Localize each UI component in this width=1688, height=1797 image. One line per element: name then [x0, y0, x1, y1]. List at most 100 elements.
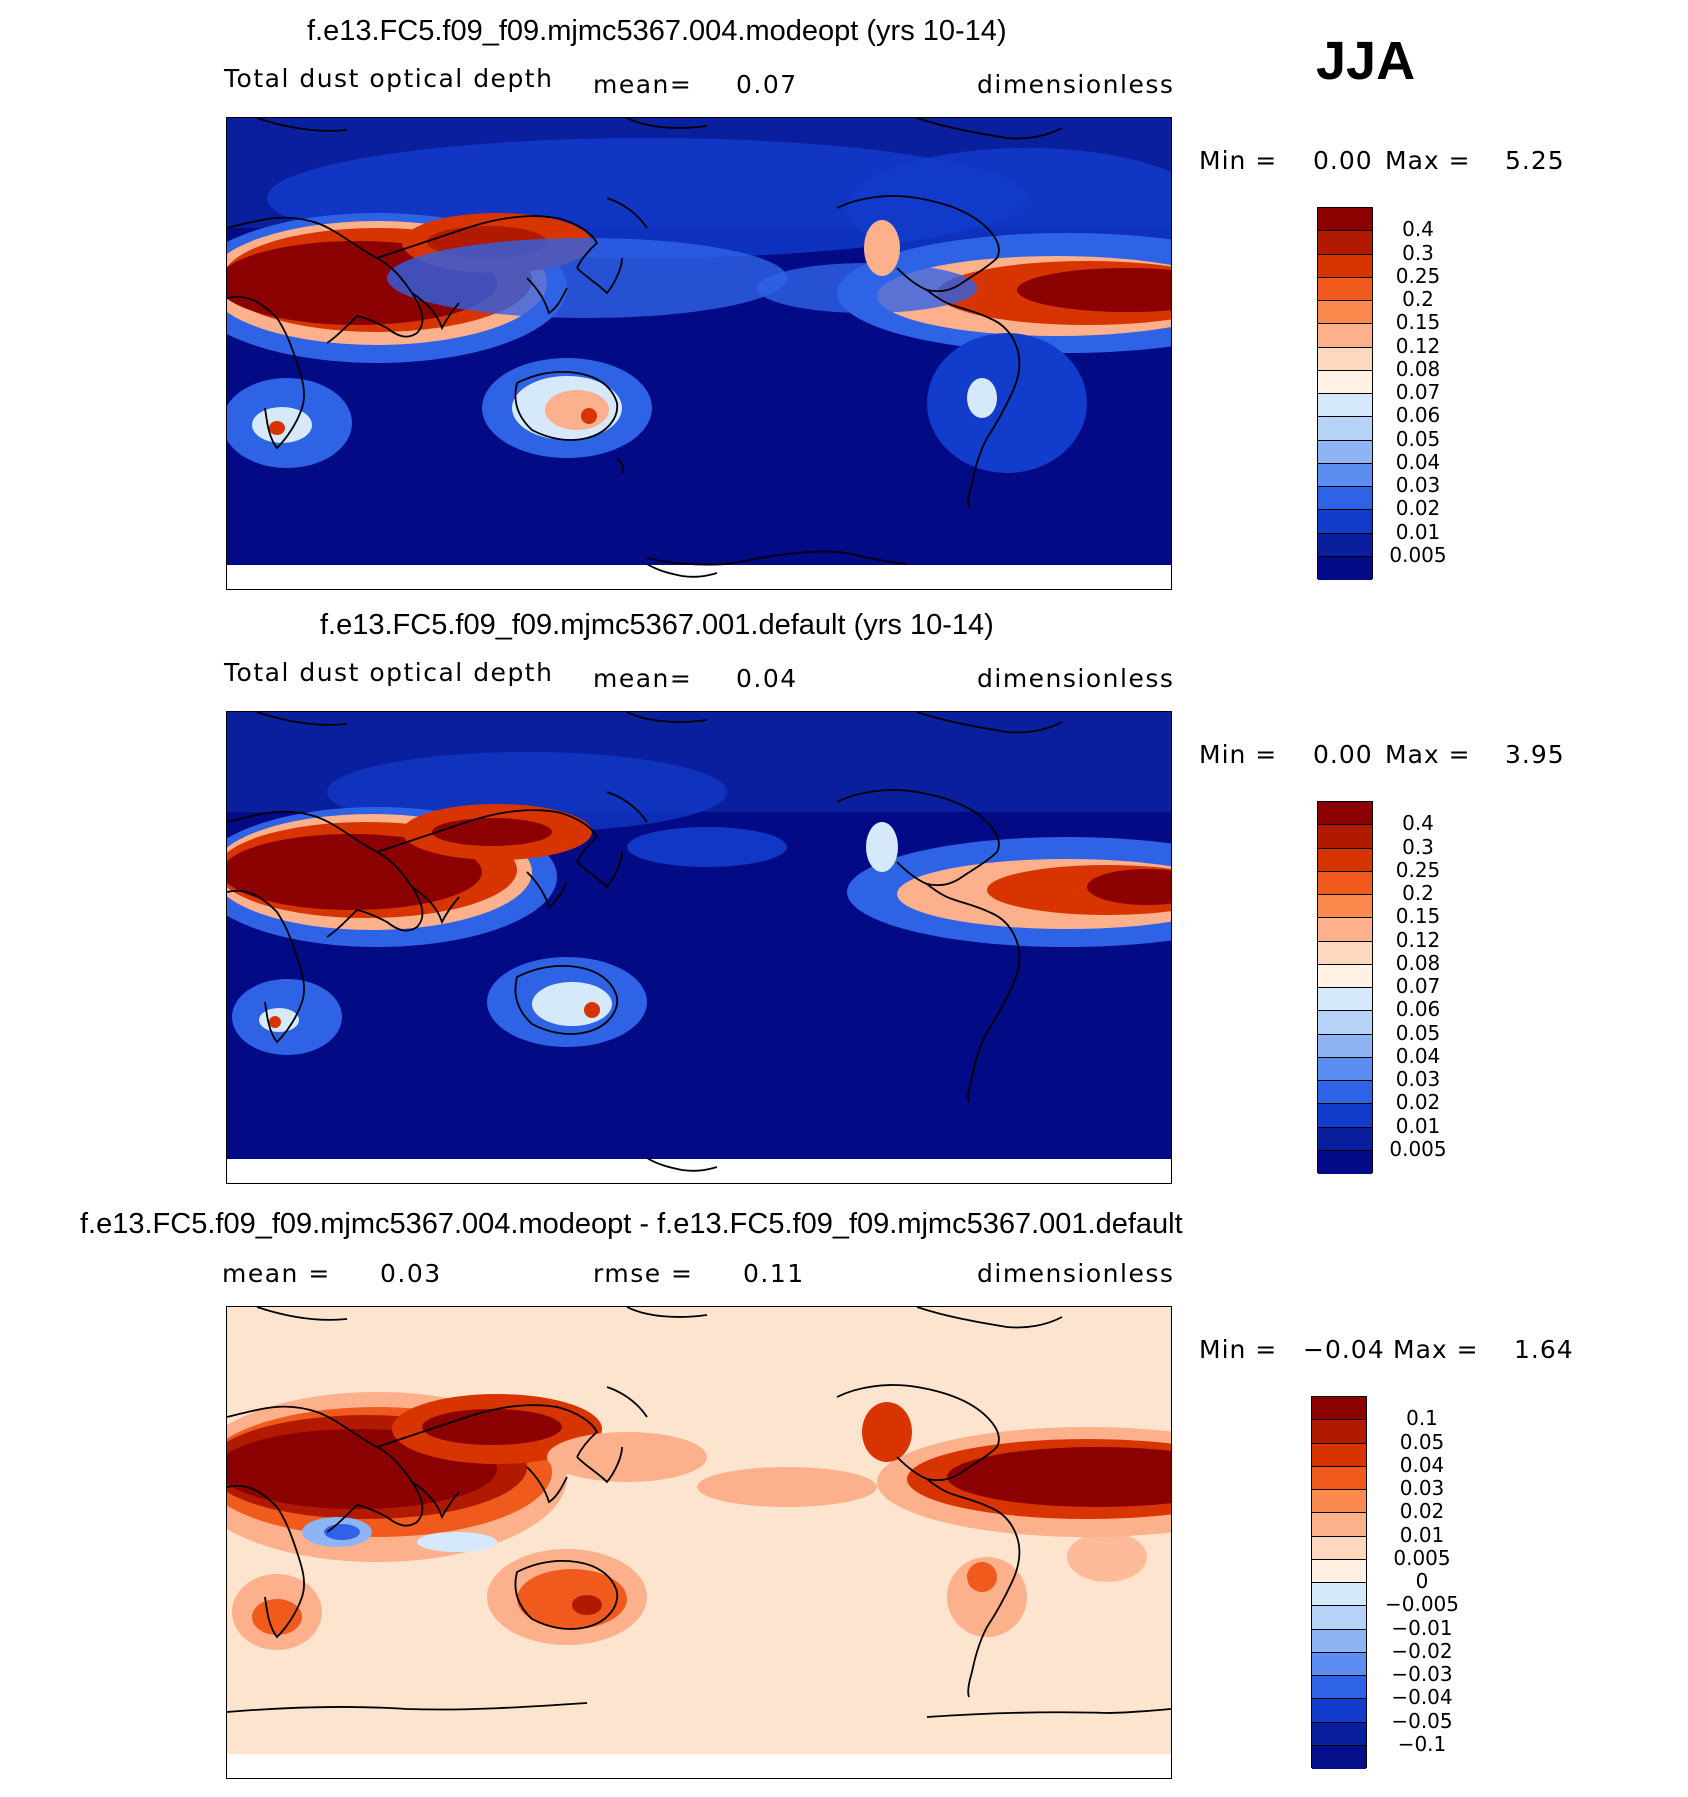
colorbar-tick-label: −0.01 [1391, 1615, 1453, 1640]
panel2-max-label: Max = [1385, 740, 1471, 769]
colorbar-swatch [1318, 802, 1372, 826]
colorbar-tick-label: 0.08 [1395, 356, 1441, 381]
colorbar-tick-label: 0.03 [1399, 1476, 1445, 1500]
colorbar-tick-label: 0.02 [1395, 1090, 1441, 1115]
colorbar-tick-label: −0.04 [1391, 1685, 1453, 1710]
colorbar-swatch [1318, 1034, 1372, 1058]
colorbar-swatch [1312, 1722, 1366, 1746]
colorbar-swatch [1318, 208, 1372, 232]
panel2-title: f.e13.FC5.f09_f09.mjmc5367.001.default (… [320, 609, 994, 641]
colorbar-swatch [1318, 918, 1372, 942]
colorbar-tick-label: −0.1 [1397, 1731, 1447, 1756]
colorbar-swatch [1318, 370, 1372, 394]
colorbar-swatch [1312, 1490, 1366, 1514]
colorbar-swatch [1312, 1583, 1366, 1607]
colorbar-swatch [1318, 417, 1372, 441]
colorbar-tick-label: 0.05 [1395, 426, 1441, 451]
panel3-map [226, 1306, 1172, 1779]
colorbar-swatch [1318, 487, 1372, 511]
colorbar-swatch [1318, 1011, 1372, 1035]
colorbar-swatch [1312, 1606, 1366, 1630]
colorbar-swatch [1312, 1629, 1366, 1653]
panel3-min-label: Min = [1199, 1335, 1278, 1364]
panel1-mean-value: 0.07 [736, 70, 798, 99]
colorbar-tick-label: 0.06 [1395, 403, 1441, 428]
colorbar-tick-label: 0.2 [1402, 287, 1434, 311]
panel3-units: dimensionless [977, 1259, 1175, 1288]
panel1-min-label: Min = [1199, 146, 1278, 175]
colorbar-swatch [1318, 871, 1372, 895]
colorbar-tick-label: 0.005 [1393, 1545, 1451, 1570]
colorbar-swatch [1318, 440, 1372, 464]
panel1-mean-label: mean= [593, 70, 693, 99]
colorbar-swatch [1318, 1104, 1372, 1128]
colorbar-swatch [1318, 533, 1372, 557]
panel1-min-value: 0.00 [1313, 146, 1373, 175]
colorbar-tick-label: 0.12 [1395, 333, 1441, 358]
panel3-title: f.e13.FC5.f09_f09.mjmc5367.004.modeopt -… [80, 1208, 1183, 1240]
colorbar-swatch [1318, 254, 1372, 278]
colorbar-tick-label: 0.15 [1395, 904, 1441, 929]
colorbar-swatch [1312, 1536, 1366, 1560]
panel2-mean-value: 0.04 [736, 664, 798, 693]
panel1-map-field [227, 118, 1171, 589]
panel2-mean-label: mean= [593, 664, 693, 693]
panel1-map [226, 117, 1172, 590]
panel2-units: dimensionless [977, 664, 1175, 693]
colorbar-tick-label: −0.005 [1384, 1592, 1459, 1617]
colorbar-tick-label: −0.05 [1391, 1708, 1453, 1733]
colorbar-swatch [1318, 895, 1372, 919]
colorbar-tick-label: 0.2 [1402, 881, 1434, 905]
colorbar-tick-label: 0.04 [1395, 449, 1441, 474]
panel3-min-value: −0.04 [1303, 1335, 1385, 1364]
panel3-mean-label: mean = [222, 1259, 331, 1288]
colorbar-swatch [1312, 1559, 1366, 1583]
colorbar-tick-label: 0.05 [1395, 1020, 1441, 1045]
panel2-map [226, 711, 1172, 1184]
colorbar-tick-label: 0.03 [1395, 473, 1441, 497]
colorbar-swatch [1312, 1397, 1366, 1421]
colorbar-swatch [1318, 277, 1372, 301]
panel3-rmse-label: rmse = [593, 1259, 694, 1288]
colorbar-tick-label: 0.01 [1399, 1522, 1445, 1547]
colorbar-tick-label: 0.12 [1395, 927, 1441, 952]
colorbar-swatch [1318, 1127, 1372, 1151]
colorbar-tick-label: 0.005 [1389, 1136, 1447, 1161]
colorbar-tick-label: 0.02 [1395, 496, 1441, 521]
panel1-colorbar [1317, 207, 1373, 580]
colorbar-swatch [1312, 1466, 1366, 1490]
colorbar-swatch [1318, 347, 1372, 371]
panel3-max-value: 1.64 [1514, 1335, 1574, 1364]
colorbar-tick-label: 0.01 [1395, 519, 1441, 544]
colorbar-tick-label: 0.25 [1395, 857, 1441, 882]
colorbar-swatch [1318, 941, 1372, 965]
colorbar-tick-label: 0.4 [1402, 217, 1434, 242]
colorbar-tick-label: 0.04 [1395, 1043, 1441, 1068]
panel3-mean-value: 0.03 [380, 1259, 442, 1288]
colorbar-tick-label: 0.1 [1406, 1406, 1438, 1431]
colorbar-swatch [1318, 1150, 1372, 1174]
panel1-variable: Total dust optical depth [224, 64, 554, 93]
colorbar-swatch [1318, 988, 1372, 1012]
panel1-title: f.e13.FC5.f09_f09.mjmc5367.004.modeopt (… [307, 15, 1007, 47]
colorbar-tick-label: 0.08 [1395, 950, 1441, 975]
colorbar-tick-label: 0.3 [1402, 834, 1434, 859]
panel2-colorbar [1317, 801, 1373, 1174]
colorbar-swatch [1318, 1057, 1372, 1081]
colorbar-tick-label: 0.3 [1402, 240, 1434, 265]
colorbar-tick-label: 0.04 [1399, 1452, 1445, 1477]
colorbar-swatch [1318, 394, 1372, 418]
colorbar-swatch [1312, 1652, 1366, 1676]
colorbar-tick-label: 0.005 [1389, 542, 1447, 567]
panel2-min-value: 0.00 [1313, 740, 1373, 769]
colorbar-swatch [1318, 556, 1372, 580]
colorbar-swatch [1318, 825, 1372, 849]
colorbar-tick-label: 0.02 [1399, 1499, 1445, 1524]
panel1-max-value: 5.25 [1505, 146, 1565, 175]
season-label: JJA [1316, 31, 1416, 91]
colorbar-swatch [1318, 964, 1372, 988]
colorbar-swatch [1318, 1081, 1372, 1105]
colorbar-tick-label: 0.07 [1395, 974, 1441, 998]
colorbar-tick-label: 0.4 [1402, 811, 1434, 836]
panel2-variable: Total dust optical depth [224, 658, 554, 687]
